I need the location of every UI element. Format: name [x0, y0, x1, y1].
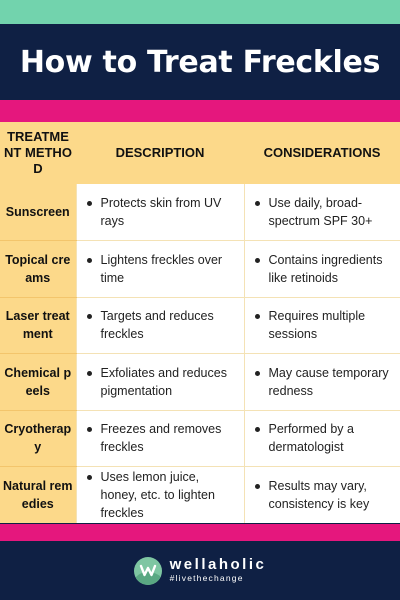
table-row: Natural remedies Uses lemon juice, honey… [0, 466, 400, 523]
treatment-method: Cryotherapy [0, 410, 76, 467]
table-header-row: TREATMENT METHOD DESCRIPTION CONSIDERATI… [0, 122, 400, 184]
considerations-cell: Results may vary, consistency is key [243, 466, 400, 523]
pink-divider-bottom [0, 524, 400, 541]
table-row: Topical creams Lightens freckles over ti… [0, 240, 400, 298]
page-title: How to Treat Freckles [19, 44, 381, 80]
considerations-text: Contains ingredients like retinoids [268, 252, 383, 285]
top-accent-stripe [0, 0, 400, 24]
description-cell: Exfoliates and reduces pigmentation [75, 353, 244, 411]
bullet-icon [254, 427, 260, 433]
footer: wellaholic #livethechange [0, 541, 400, 600]
table-row: Chemical peels Exfoliates and reduces pi… [0, 353, 400, 411]
description-cell: Targets and reduces freckles [75, 297, 244, 354]
pink-divider-top [0, 100, 400, 122]
brand-tagline: #livethechange [169, 573, 244, 583]
treatment-method: Laser treatment [0, 297, 76, 354]
bullet-icon [86, 257, 92, 263]
considerations-text: Use daily, broad-spectrum SPF 30+ [268, 196, 373, 228]
brand-block: wellaholic #livethechange [170, 557, 267, 584]
bullet-icon [86, 201, 92, 206]
table-row: Laser treatment Targets and reduces frec… [0, 297, 400, 354]
header-description: DESCRIPTION [76, 122, 244, 184]
description-text: Exfoliates and reduces pigmentation [100, 365, 227, 398]
considerations-text: May cause temporary redness [268, 365, 389, 398]
considerations-cell: Contains ingredients like retinoids [243, 240, 400, 298]
description-cell: Uses lemon juice, honey, etc. to lighten… [75, 466, 244, 523]
header-considerations: CONSIDERATIONS [244, 122, 400, 184]
treatment-table: TREATMENT METHOD DESCRIPTION CONSIDERATI… [0, 122, 400, 523]
treatment-method: Topical creams [0, 240, 76, 298]
bullet-icon [254, 484, 260, 489]
table-row: Sunscreen Protects skin from UV rays Use… [0, 184, 400, 241]
considerations-cell: Performed by a dermatologist [243, 410, 400, 467]
description-cell: Lightens freckles over time [75, 240, 244, 298]
description-cell: Protects skin from UV rays [75, 184, 244, 241]
bullet-icon [254, 201, 260, 206]
description-text: Targets and reduces freckles [100, 309, 214, 342]
bullet-icon [86, 475, 92, 480]
treatment-method: Chemical peels [0, 353, 76, 411]
bullet-icon [86, 370, 92, 376]
considerations-cell: Use daily, broad-spectrum SPF 30+ [243, 184, 400, 241]
bullet-icon [254, 257, 260, 263]
description-text: Protects skin from UV rays [100, 196, 222, 228]
bullet-icon [254, 370, 260, 376]
bullet-icon [86, 427, 92, 433]
header-treatment-method: TREATMENT METHOD [0, 122, 76, 184]
brand-name: wellaholic [169, 556, 267, 573]
table-row: Cryotherapy Freezes and removes freckles… [0, 410, 400, 467]
bullet-icon [254, 314, 260, 320]
wellaholic-logo-icon [133, 556, 162, 585]
header-banner: How to Treat Freckles [0, 24, 400, 100]
description-cell: Freezes and removes freckles [75, 410, 244, 467]
considerations-cell: Requires multiple sessions [243, 297, 400, 354]
considerations-text: Results may vary, consistency is key [268, 479, 370, 511]
description-text: Lightens freckles over time [100, 252, 223, 285]
treatment-method: Natural remedies [0, 466, 76, 523]
treatment-method: Sunscreen [0, 184, 76, 241]
description-text: Freezes and removes freckles [100, 422, 222, 455]
considerations-text: Requires multiple sessions [268, 309, 366, 342]
description-text: Uses lemon juice, honey, etc. to lighten… [100, 470, 215, 520]
bullet-icon [86, 314, 92, 320]
considerations-text: Performed by a dermatologist [268, 422, 354, 455]
considerations-cell: May cause temporary redness [243, 353, 400, 411]
